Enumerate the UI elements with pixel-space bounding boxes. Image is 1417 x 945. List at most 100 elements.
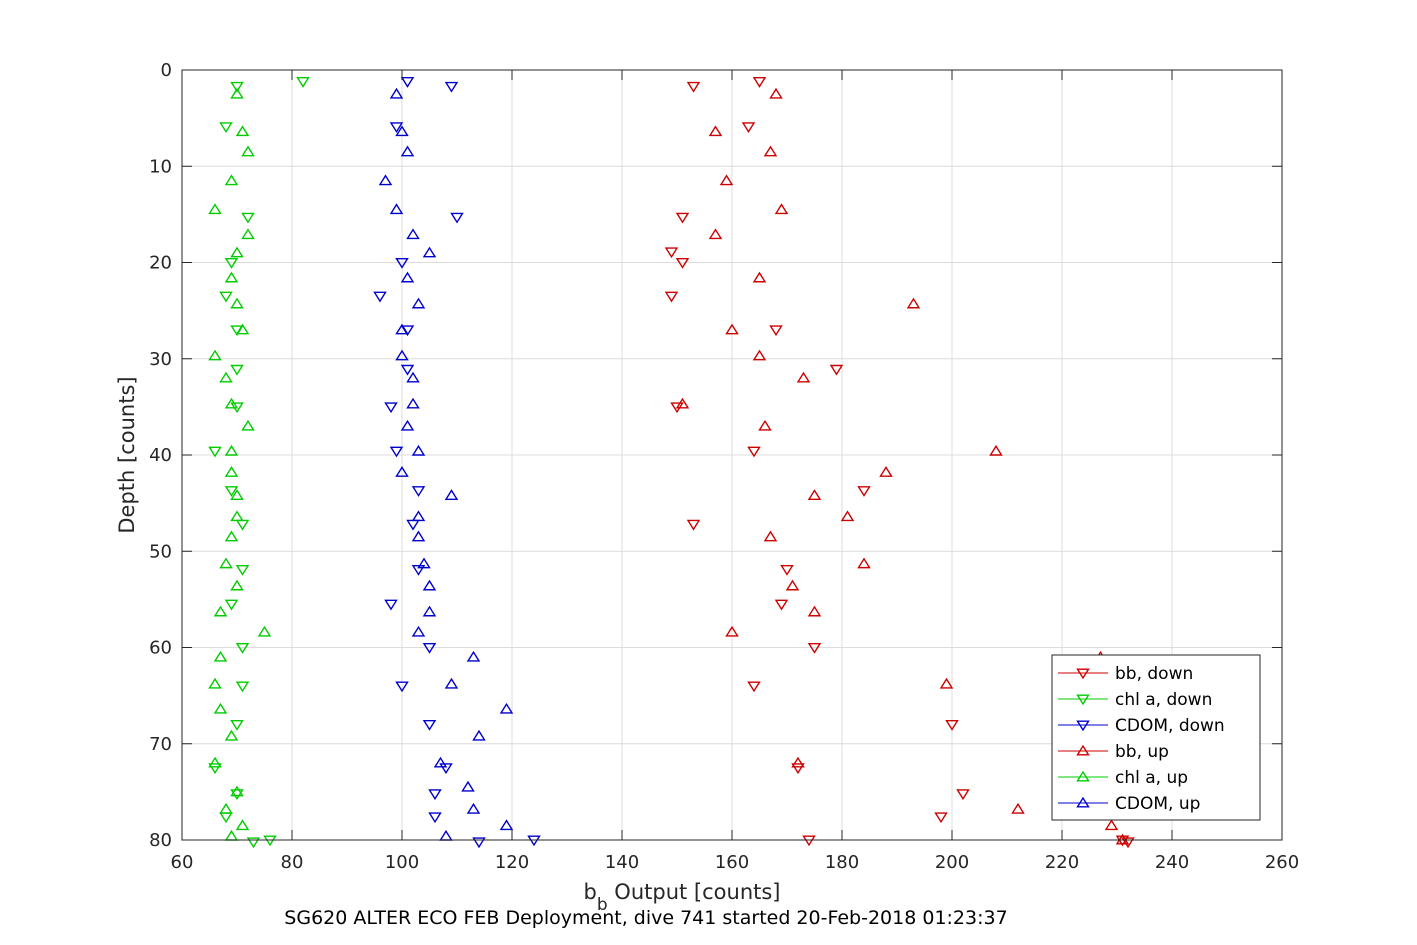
data-point [400, 77, 415, 88]
data-point [411, 530, 426, 542]
data-point [230, 81, 244, 93]
x-tick-label: 220 [1045, 852, 1079, 873]
data-point [719, 174, 734, 186]
legend-marker [1076, 796, 1090, 808]
data-point [224, 257, 239, 269]
data-point [224, 729, 239, 741]
data-point [499, 702, 514, 714]
series-5 [378, 87, 514, 841]
data-point [774, 203, 789, 215]
x-tick-label: 260 [1265, 852, 1299, 873]
data-point [241, 145, 255, 157]
data-point [769, 325, 783, 337]
data-point [230, 489, 244, 500]
data-point [406, 228, 420, 240]
data-point [439, 763, 453, 775]
data-point [230, 510, 244, 522]
data-point [235, 681, 250, 693]
data-point [208, 349, 222, 361]
x-axis-label-subscript: b [597, 895, 608, 915]
data-point [939, 677, 954, 689]
data-point [791, 763, 805, 775]
data-point [807, 605, 822, 617]
y-axis-label: Depth [counts] [115, 376, 139, 533]
data-point [241, 228, 255, 240]
x-tick-label: 140 [605, 852, 639, 873]
data-point [411, 486, 426, 497]
data-point [499, 819, 514, 831]
data-point [422, 719, 437, 731]
data-point [384, 599, 398, 611]
data-point [224, 397, 239, 409]
data-point [472, 837, 486, 849]
data-point [686, 519, 701, 531]
data-point [389, 87, 404, 99]
y-tick-label: 30 [149, 349, 172, 370]
data-point [444, 677, 459, 689]
data-point [802, 835, 816, 847]
data-points [208, 77, 1135, 849]
data-point [230, 579, 244, 591]
data-point [675, 212, 690, 224]
data-point [389, 203, 404, 215]
data-point [686, 81, 701, 93]
data-point [384, 402, 398, 414]
data-point [235, 564, 250, 576]
data-point [780, 564, 794, 576]
data-point [708, 125, 723, 137]
data-point [219, 291, 233, 303]
data-point [389, 122, 404, 134]
data-point [213, 605, 228, 617]
data-point [466, 650, 481, 662]
legend-label: chl a, down [1115, 690, 1212, 710]
data-point [752, 349, 767, 361]
x-tick-label: 160 [715, 852, 749, 873]
data-point [956, 789, 970, 801]
data-point [411, 625, 426, 637]
data-point [989, 444, 1003, 456]
y-tick-label: 50 [149, 541, 172, 562]
data-point [741, 122, 756, 134]
data-point [219, 557, 233, 569]
data-point [257, 625, 272, 637]
data-point [219, 371, 233, 383]
data-point [406, 397, 420, 409]
data-point [219, 802, 233, 814]
y-tick-label: 0 [161, 60, 172, 81]
series-0 [664, 77, 1135, 849]
x-tick-label: 200 [935, 852, 969, 873]
data-point [433, 756, 448, 768]
data-point [422, 605, 437, 617]
y-tick-label: 40 [149, 445, 172, 466]
data-point [224, 174, 239, 186]
data-point [411, 564, 426, 576]
legend: bb, down chl a, down CDOM, down bb, up chl a… [1051, 654, 1261, 821]
data-point [461, 780, 475, 792]
data-point [230, 246, 244, 258]
y-tick-label: 20 [149, 253, 172, 274]
data-point [752, 271, 767, 283]
data-point [791, 756, 805, 768]
data-point [879, 466, 893, 477]
data-point [213, 702, 228, 714]
x-tick-label: 240 [1155, 852, 1189, 873]
data-point [472, 729, 486, 741]
y-tick-label: 10 [149, 156, 172, 177]
data-point [664, 291, 679, 303]
x-tick-label: 180 [825, 852, 859, 873]
data-point [246, 837, 261, 849]
data-point [208, 763, 222, 775]
data-point [857, 557, 871, 569]
data-point [417, 557, 431, 569]
data-point [763, 145, 778, 157]
data-point [406, 371, 420, 383]
data-point [428, 812, 442, 824]
data-point [263, 835, 277, 847]
x-axis-label-rest: Output [counts] [608, 880, 781, 904]
data-point [230, 364, 244, 376]
data-point [389, 446, 404, 458]
data-point [219, 122, 233, 134]
legend-label: bb, down [1115, 664, 1193, 684]
axis-ticks: 60 80 100 120 140 160 180 200 220 240 260010203040… [149, 60, 1299, 873]
